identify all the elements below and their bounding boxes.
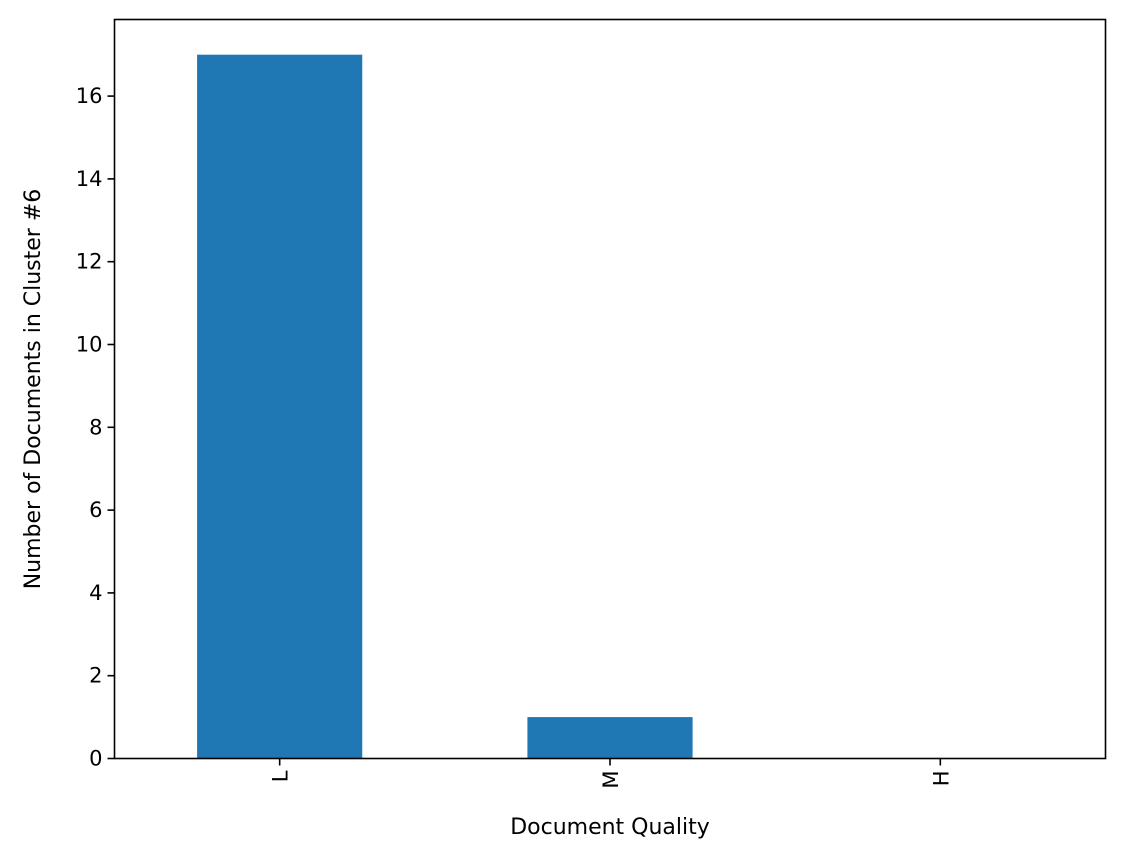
y-tick-label: 12 [76,250,103,274]
y-tick-label: 4 [89,581,102,605]
x-tick-label: M [599,771,623,789]
y-tick-label: 8 [89,415,102,439]
plot-area-frame [113,18,1107,760]
bars-group [197,54,693,759]
bar-M [527,717,693,759]
bar-L [197,54,363,759]
x-tick-label: H [929,771,953,787]
y-tick-label: 2 [89,664,102,688]
y-tick-label: 16 [76,84,103,108]
y-tick-label: 14 [76,167,103,191]
y-tick-label: 6 [89,498,102,522]
x-axis-label: Document Quality [510,815,710,840]
y-tick-label: 10 [76,332,103,356]
x-tick-label: L [269,770,293,782]
y-axis-label: Number of Documents in Cluster #6 [21,189,46,590]
y-axis-ticks: 0 2 4 6 8 10 12 14 16 [76,84,115,771]
y-tick-label: 0 [89,747,102,771]
